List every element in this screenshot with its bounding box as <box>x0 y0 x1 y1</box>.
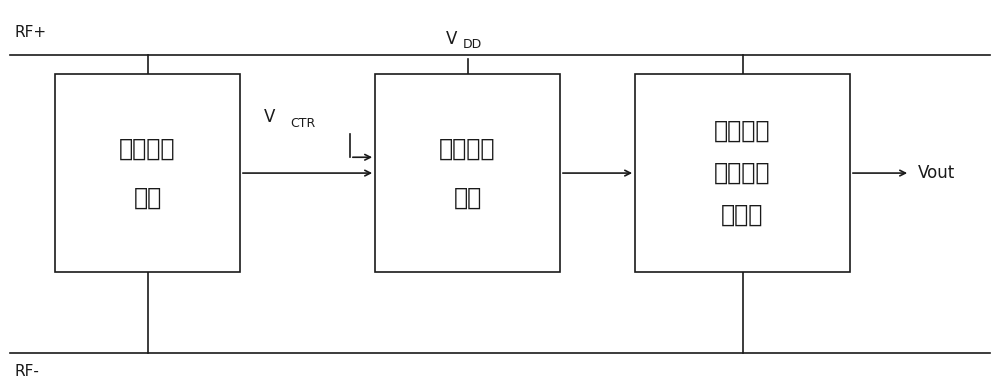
Text: Vout: Vout <box>918 164 955 182</box>
Text: 负压产生: 负压产生 <box>119 136 176 160</box>
Text: 单元: 单元 <box>133 186 162 210</box>
Text: 单元: 单元 <box>453 186 482 210</box>
Text: 断射频整: 断射频整 <box>714 161 771 185</box>
Text: V: V <box>264 108 275 126</box>
Text: RF+: RF+ <box>14 25 46 40</box>
Text: V: V <box>446 29 458 47</box>
Bar <box>635 74 850 272</box>
Text: 流单元: 流单元 <box>721 203 764 227</box>
Bar <box>375 74 560 272</box>
Bar <box>55 74 240 272</box>
Text: CTR: CTR <box>290 117 315 130</box>
Text: RF-: RF- <box>14 364 39 380</box>
Text: DD: DD <box>462 38 482 51</box>
Text: 可断路关: 可断路关 <box>714 119 771 143</box>
Text: 电平移位: 电平移位 <box>439 136 496 160</box>
